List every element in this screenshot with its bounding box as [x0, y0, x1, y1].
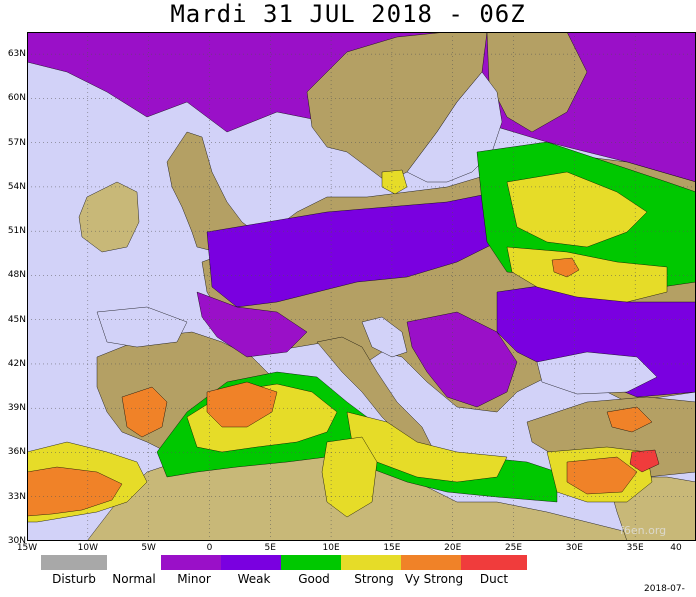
latitude-label: 30N	[7, 536, 26, 546]
legend-swatch	[461, 555, 527, 570]
longitude-label: 40	[670, 543, 682, 553]
black-sea	[536, 351, 658, 395]
longitude-label: 5W	[141, 543, 156, 553]
legend-label: Vy Strong	[404, 572, 464, 586]
longitude-label: 5E	[264, 543, 276, 553]
longitude-label: 30E	[565, 543, 583, 553]
latitude-label: 33N	[7, 491, 26, 502]
legend-label: Normal	[112, 572, 156, 586]
latitude-label: 51N	[7, 226, 26, 237]
map-area	[27, 32, 696, 541]
minor-zone-france	[196, 291, 308, 358]
longitude-label: 35E	[626, 543, 644, 553]
minor-zone-balkans	[406, 311, 518, 408]
biscay-sea	[96, 306, 188, 348]
longitude-label: 20E	[444, 543, 462, 553]
map-title: Mardi 31 JUL 2018 - 06Z	[170, 0, 526, 28]
legend-swatch	[401, 555, 467, 570]
longitude-label: 15E	[383, 543, 401, 553]
latitude-label: 39N	[7, 403, 26, 414]
strong-zone-tunisia	[321, 436, 378, 518]
latitude-label: 42N	[7, 358, 26, 369]
date-stamp: 2018-07-	[644, 584, 685, 594]
very-strong-zone-atlantic-africa	[27, 466, 123, 517]
very-strong-zone-iberia-coast	[121, 386, 168, 438]
legend-label: Minor	[177, 572, 211, 586]
legend-label: Disturb	[52, 572, 96, 586]
legend-swatch	[221, 555, 287, 570]
latitude-label: 36N	[7, 447, 26, 458]
ireland-land	[78, 181, 140, 253]
very-strong-spot-turkey	[606, 406, 653, 433]
strong-zone-ukraine	[506, 246, 668, 303]
duct-spot-levant	[629, 449, 660, 473]
strong-zone-baltic-spot	[381, 169, 408, 195]
latitude-label: 63N	[7, 49, 26, 60]
very-strong-zone-eastern-med	[566, 456, 638, 495]
legend-swatch	[161, 555, 227, 570]
adriatic-sea	[361, 316, 408, 358]
longitude-label: 10E	[322, 543, 340, 553]
longitude-label: 25E	[504, 543, 523, 553]
legend-label: Duct	[479, 572, 509, 586]
legend-swatch	[341, 555, 407, 570]
latitude-label: 57N	[7, 137, 26, 148]
legend-swatch	[41, 555, 107, 570]
legend-label: Good	[298, 572, 330, 586]
longitude-label: 0	[206, 543, 213, 553]
very-strong-spot-ukraine	[551, 257, 580, 278]
weak-zone-central-europe	[206, 191, 498, 308]
longitude-label: 15W	[16, 543, 38, 553]
watermark-text: f6en.org	[620, 524, 667, 537]
latitude-label: 54N	[7, 181, 26, 192]
latitude-label: 48N	[7, 270, 26, 281]
latitude-label: 60N	[7, 93, 26, 104]
latitude-label: 45N	[7, 314, 26, 325]
strong-zone-russia	[506, 171, 648, 248]
legend-label: Weak	[237, 572, 271, 586]
longitude-label: 10W	[77, 543, 98, 553]
legend-label: Strong	[354, 572, 394, 586]
propagation-map	[27, 32, 696, 541]
legend-swatch	[281, 555, 347, 570]
very-strong-zone-western-med	[206, 381, 278, 428]
